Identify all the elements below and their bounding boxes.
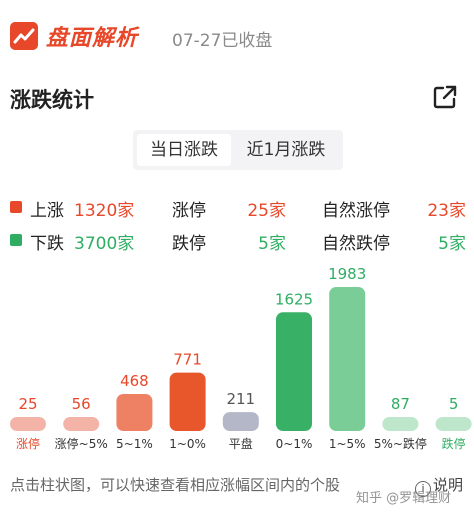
down-legend-swatch: [10, 234, 22, 246]
info-icon: i: [415, 481, 431, 497]
bar-value-label: 468: [120, 372, 149, 390]
explain-button[interactable]: i 说明: [415, 474, 463, 497]
chart-bar[interactable]: [435, 417, 472, 431]
chart-bar[interactable]: [63, 417, 100, 431]
natural-limit-up-label: 自然涨停: [322, 201, 390, 221]
bar-value-label: 1983: [328, 265, 366, 283]
watermark-text: 知乎 @罗辑理财: [356, 491, 452, 506]
bar-value-label: 1625: [275, 290, 313, 308]
down-label: 下跌: [30, 234, 64, 254]
chart-bar[interactable]: [10, 417, 46, 431]
stat-row-down: 下跌 3700家 跌停 5家 自然跌停 5家: [0, 225, 474, 255]
stat-row-up: 上涨 1320家 涨停 25家 自然涨停 23家: [0, 192, 474, 222]
chart-bar[interactable]: [382, 417, 419, 431]
category-label: 平盘: [229, 436, 253, 451]
distribution-bar-chart[interactable]: 25 涨停 56 涨停~5% 468 5~1% 771 1~0% 211 平盘 1625 0~1% 19…: [0, 260, 474, 460]
bar-value-label: 87: [391, 395, 410, 413]
bar-value-label: 771: [173, 351, 202, 369]
category-label: 涨停: [16, 436, 40, 451]
limit-down-label: 跌停: [172, 234, 206, 254]
limit-down-value: 5家: [258, 234, 286, 254]
category-label: 1~5%: [329, 437, 366, 451]
trend-logo-icon: [10, 22, 38, 50]
up-label: 上涨: [30, 201, 64, 221]
app-header: 盘面解析 07-27已收盘: [0, 0, 474, 70]
chart-hint-text: 点击柱状图，可以快速查看相应涨幅区间内的个股: [10, 476, 341, 494]
limit-up-label: 涨停: [172, 201, 206, 221]
bar-value-label: 56: [72, 395, 91, 413]
down-count: 3700家: [74, 234, 135, 254]
chart-bar[interactable]: [169, 372, 206, 431]
period-tabs: 当日涨跌 近1月涨跌: [133, 130, 343, 170]
category-label: 5~1%: [116, 437, 153, 451]
tab-last-month[interactable]: 近1月涨跌: [246, 140, 326, 160]
category-label: 跌停: [442, 436, 466, 451]
up-legend-swatch: [10, 201, 22, 213]
natural-limit-down-label: 自然跌停: [322, 234, 390, 254]
bar-value-label: 211: [226, 390, 255, 408]
share-external-icon[interactable]: [432, 84, 458, 110]
category-label: 5%~跌停: [374, 436, 427, 451]
tab-today[interactable]: 当日涨跌: [137, 134, 231, 166]
natural-limit-down-value: 5家: [438, 234, 466, 254]
category-label: 涨停~5%: [55, 436, 108, 451]
up-count: 1320家: [74, 201, 135, 221]
limit-up-value: 25家: [247, 201, 286, 221]
bar-value-label: 25: [18, 395, 37, 413]
section-title: 涨跌统计: [10, 88, 94, 112]
chart-bar[interactable]: [329, 287, 366, 431]
chart-bar[interactable]: [276, 312, 312, 431]
chart-bar[interactable]: [222, 412, 259, 431]
app-logo-text: 盘面解析: [46, 26, 139, 51]
category-label: 0~1%: [276, 437, 313, 451]
natural-limit-up-value: 23家: [427, 201, 466, 221]
market-close-status: 07-27已收盘: [172, 31, 273, 51]
category-label: 1~0%: [169, 437, 206, 451]
bar-value-label: 5: [449, 395, 459, 413]
explain-label: 说明: [433, 476, 464, 494]
chart-bar[interactable]: [116, 393, 153, 431]
